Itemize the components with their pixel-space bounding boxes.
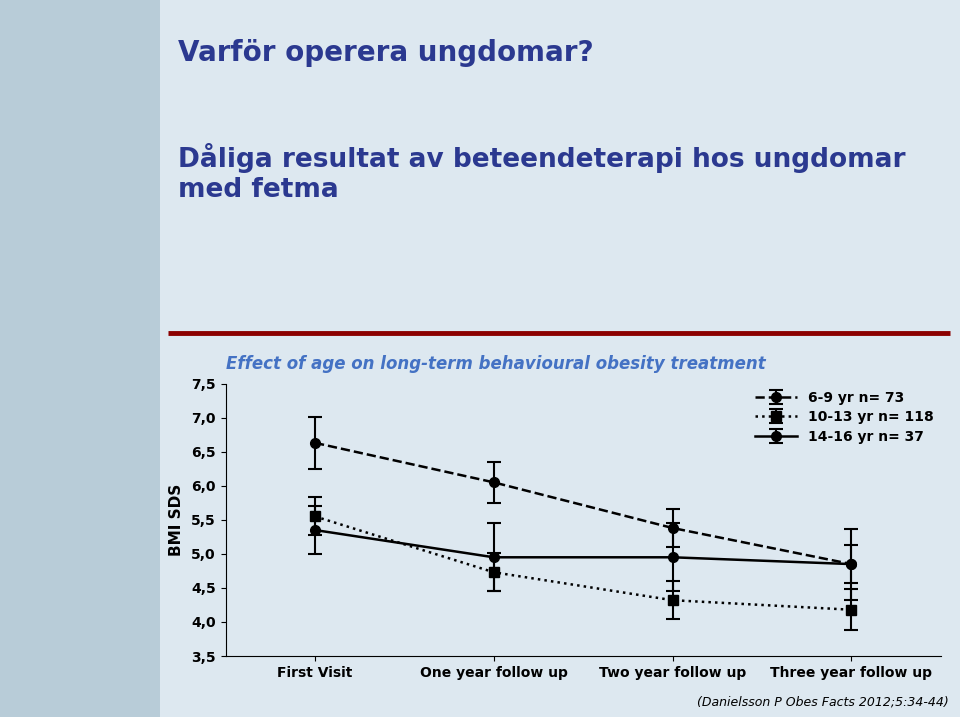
Text: Dåliga resultat av beteendeterapi hos ungdomar
med fetma: Dåliga resultat av beteendeterapi hos un…: [178, 143, 905, 204]
Text: Effect of age on long-term behavioural obesity treatment: Effect of age on long-term behavioural o…: [226, 355, 765, 373]
Legend: 6-9 yr n= 73, 10-13 yr n= 118, 14-16 yr n= 37: 6-9 yr n= 73, 10-13 yr n= 118, 14-16 yr …: [756, 391, 934, 444]
Y-axis label: BMI SDS: BMI SDS: [169, 484, 184, 556]
Text: (Danielsson P Obes Facts 2012;5:34-44): (Danielsson P Obes Facts 2012;5:34-44): [697, 695, 948, 708]
Text: Varför operera ungdomar?: Varför operera ungdomar?: [178, 39, 593, 67]
